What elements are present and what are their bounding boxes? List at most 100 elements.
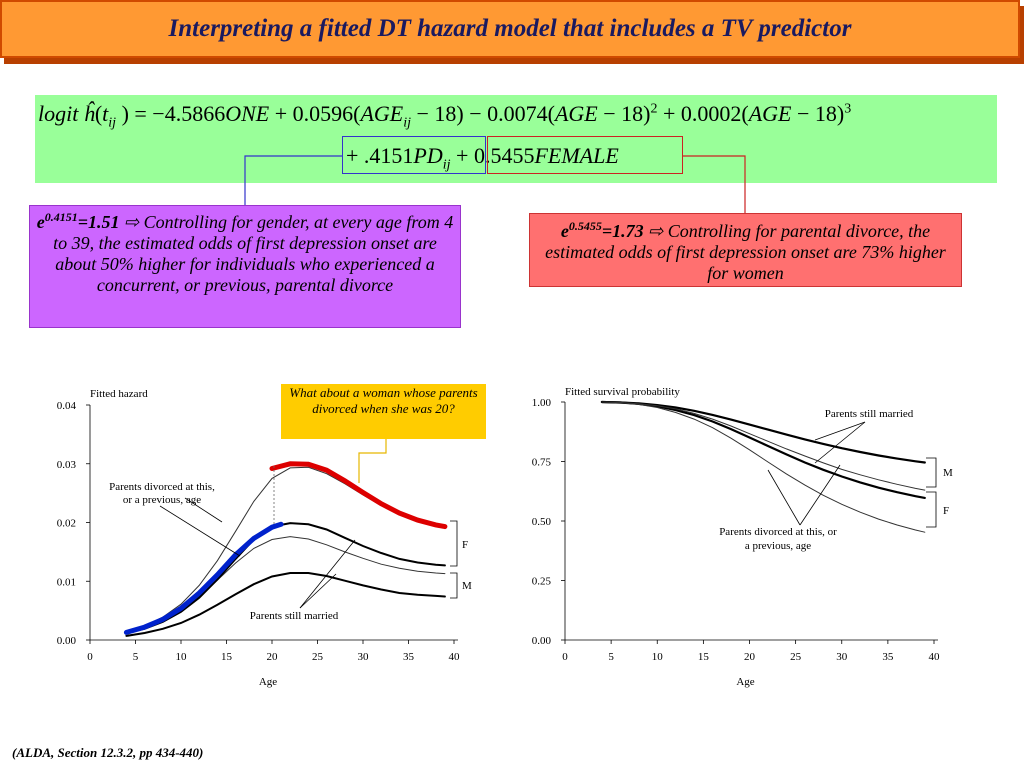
equation-token: AGE (554, 101, 598, 126)
odds-ratio-pd: e0.4151=1.51 (36, 210, 120, 232)
y-tick-label: 0.75 (532, 457, 552, 469)
x-tick-label: 20 (267, 651, 279, 663)
equation-token: 3 (844, 101, 852, 117)
annotation-pointer (299, 539, 356, 609)
equation-token: ĥ (83, 101, 95, 126)
x-tick-label: 10 (176, 651, 188, 663)
y-axis-label: Fitted hazard (90, 388, 148, 400)
annotation-pointer (814, 421, 866, 464)
x-tick-label: 0 (562, 651, 568, 663)
series-line-3 (601, 401, 926, 533)
annotation-pointer (299, 573, 337, 609)
equation-line-1: logit ĥ(tij ) = −4.5866ONE + 0.0596(AGEi… (38, 101, 851, 131)
series-line-2 (601, 401, 926, 491)
x-tick-label: 10 (652, 651, 664, 663)
divorced-annotation: Parents divorced at this, or a previous, … (719, 526, 837, 552)
male-bracket (450, 572, 458, 599)
female-interpretation-callout: e0.5455=1.73 ⇨ Controlling for parental … (529, 213, 962, 287)
arrow-right-icon: ⇨ (648, 221, 664, 241)
y-tick-label: 1.00 (532, 397, 552, 409)
x-tick-label: 15 (221, 651, 233, 663)
y-tick-label: 0.03 (57, 459, 77, 471)
x-tick-label: 30 (836, 651, 848, 663)
equation-token: − 18) (597, 101, 651, 126)
equation-line-2: + .4151PDij + 0.5455FEMALE (346, 143, 619, 173)
y-tick-label: 0.01 (57, 576, 76, 588)
x-tick-label: 35 (403, 651, 415, 663)
x-tick-label: 20 (744, 651, 756, 663)
equation-token: + 0.5455 (450, 143, 535, 168)
x-tick-label: 25 (790, 651, 802, 663)
male-bracket (926, 457, 937, 488)
female-bracket (926, 491, 937, 528)
x-tick-label: 30 (358, 651, 370, 663)
equation-token: ij (442, 157, 451, 173)
series-line-3 (125, 572, 446, 637)
female-bracket-label: F (943, 505, 949, 517)
x-axis-label: Age (259, 676, 277, 688)
x-tick-label: 25 (312, 651, 324, 663)
equation-token: ( (94, 101, 103, 126)
y-axis-label: Fitted survival probability (565, 386, 680, 398)
series-line-2 (125, 522, 446, 634)
slide-title: Interpreting a fitted DT hazard model th… (168, 15, 852, 42)
x-tick-label: 40 (929, 651, 941, 663)
equation-token: ij (403, 115, 411, 131)
pd-interpretation-callout: e0.4151=1.51 ⇨ Controlling for gender, a… (29, 205, 461, 328)
female-bracket (450, 520, 458, 567)
title-bar: Interpreting a fitted DT hazard model th… (0, 0, 1020, 58)
series-line-5 (269, 461, 448, 530)
series-line-4 (123, 521, 284, 635)
annotation-pointer (767, 469, 801, 526)
equation-token: AGE (360, 101, 404, 126)
divorced-annotation: Parents divorced at this, or a previous, … (109, 481, 215, 506)
annotation-pointer (159, 505, 241, 557)
x-tick-label: 5 (608, 651, 614, 663)
series-line-0 (600, 400, 926, 464)
equation-token: FEMALE (534, 143, 619, 168)
equation-token: − 18) − 0.0074( (411, 101, 555, 126)
x-tick-label: 0 (87, 651, 93, 663)
equation-box: logit ĥ(tij ) = −4.5866ONE + 0.0596(AGEi… (35, 95, 997, 183)
equation-token: PD (413, 143, 443, 168)
pd-term-highlight (342, 136, 486, 174)
equation-token: logit (38, 101, 84, 126)
equation-token: AGE (748, 101, 792, 126)
female-bracket-label: F (462, 539, 468, 551)
x-axis-label: Age (736, 676, 754, 688)
x-tick-label: 40 (449, 651, 461, 663)
question-note: What about a woman whose parents divorce… (281, 384, 486, 439)
married-annotation: Parents still married (250, 610, 339, 622)
annotation-pointer (814, 421, 866, 441)
y-tick-label: 0.50 (532, 516, 552, 528)
x-tick-label: 15 (698, 651, 710, 663)
annotation-pointer (184, 497, 223, 523)
x-tick-label: 5 (133, 651, 139, 663)
y-tick-label: 0.04 (57, 400, 77, 412)
odds-ratio-female: e0.5455=1.73 (560, 219, 644, 241)
y-tick-label: 0.00 (57, 635, 77, 647)
equation-token: + 0.0002( (657, 101, 749, 126)
y-tick-label: 0.25 (532, 576, 552, 588)
y-tick-label: 0.00 (532, 635, 552, 647)
equation-token: − 18) (791, 101, 845, 126)
equation-token: ONE (225, 101, 270, 126)
equation-token: + .4151 (346, 143, 414, 168)
equation-token: 2 (650, 101, 658, 117)
married-annotation: Parents still married (825, 408, 914, 420)
pd-interpretation-text: Controlling for gender, at every age fro… (53, 212, 454, 295)
female-interpretation-text: Controlling for parental divorce, the es… (545, 221, 946, 283)
female-term-highlight (487, 136, 683, 174)
equation-token: t (102, 101, 109, 126)
y-tick-label: 0.02 (57, 518, 76, 530)
equation-token: ) = −4.5866 (116, 101, 226, 126)
citation-footer: (ALDA, Section 12.3.2, pp 434-440) (12, 745, 204, 760)
annotation-pointer (799, 464, 841, 526)
arrow-right-icon: ⇨ (124, 212, 140, 232)
x-tick-label: 35 (882, 651, 894, 663)
male-bracket-label: M (462, 580, 472, 592)
equation-token: ij (108, 115, 117, 131)
male-bracket-label: M (943, 467, 953, 479)
equation-token: + 0.0596( (269, 101, 361, 126)
